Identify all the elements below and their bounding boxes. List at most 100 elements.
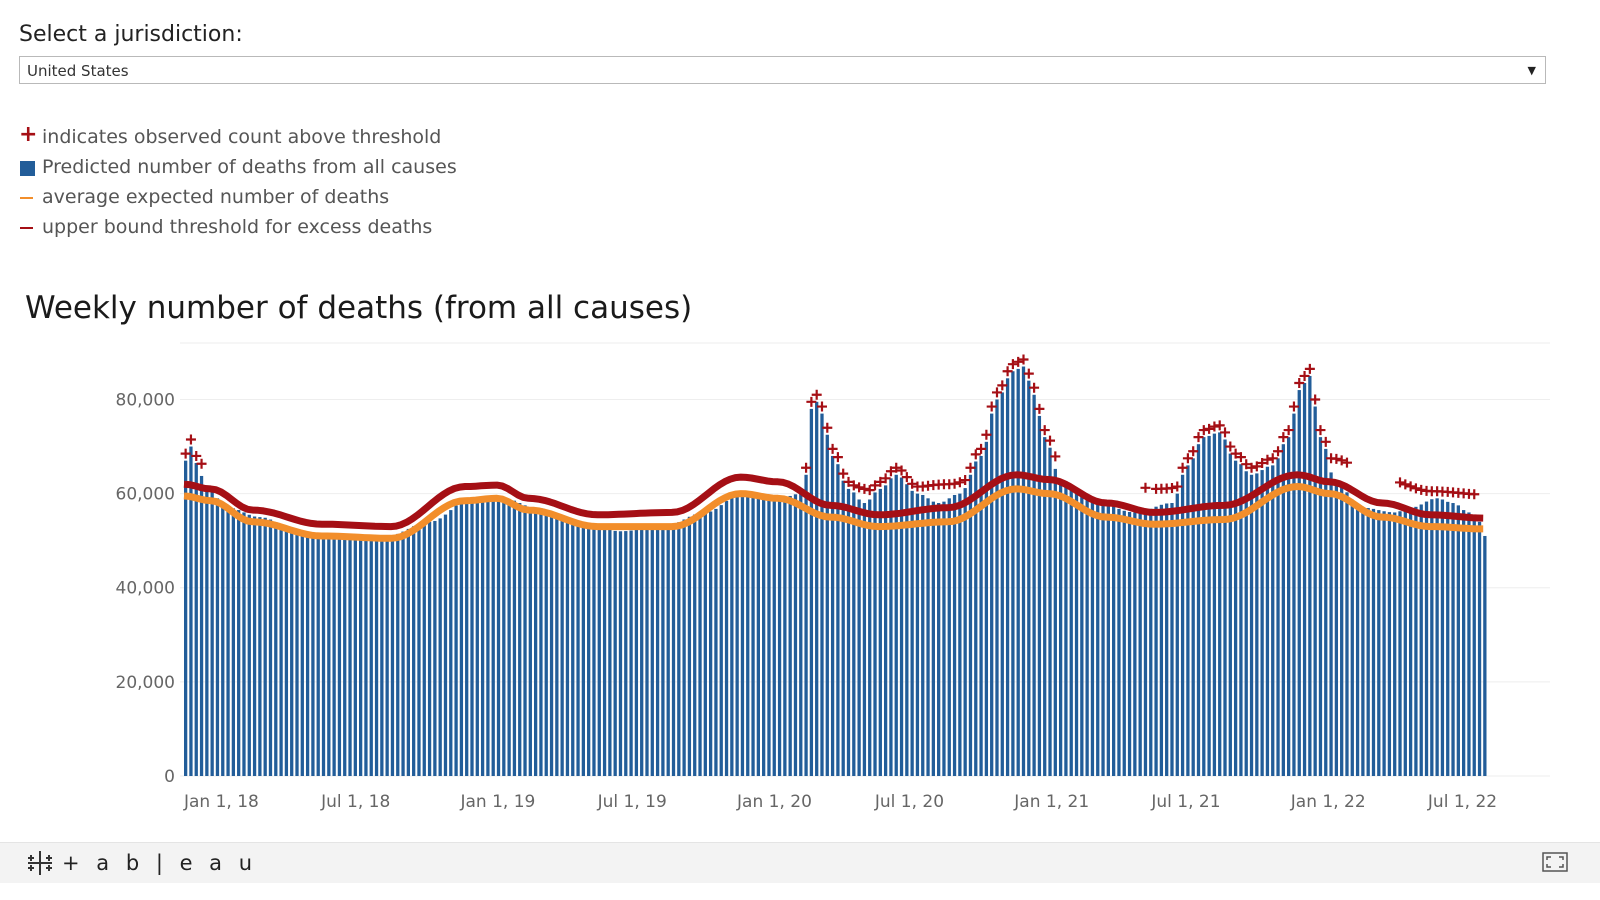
bar — [868, 499, 872, 776]
bar — [1202, 437, 1206, 776]
above-threshold-marker — [1331, 453, 1342, 464]
above-threshold-marker — [1220, 427, 1231, 438]
bar — [1027, 380, 1031, 776]
chevron-down-icon[interactable]: ▼ — [1527, 64, 1536, 77]
bar — [475, 498, 479, 776]
fullscreen-icon[interactable] — [1542, 852, 1568, 872]
bar — [290, 531, 294, 776]
bar — [1053, 468, 1057, 776]
bar — [1112, 506, 1116, 776]
x-tick-label: Jan 1, 18 — [183, 792, 259, 812]
bar — [247, 514, 251, 776]
bar — [401, 531, 405, 776]
bar — [215, 498, 220, 776]
above-threshold-marker — [1209, 421, 1220, 432]
above-threshold-marker — [901, 472, 912, 483]
bar — [809, 408, 814, 776]
bar — [1366, 508, 1370, 776]
above-threshold-marker — [1172, 481, 1183, 492]
bar — [1032, 394, 1036, 776]
bar — [502, 498, 506, 776]
bar — [894, 474, 898, 776]
bar — [507, 498, 511, 776]
bar — [1430, 499, 1434, 776]
above-threshold-marker — [896, 465, 907, 476]
above-threshold-marker — [822, 422, 833, 433]
above-threshold-marker — [1288, 401, 1299, 412]
bar — [1159, 504, 1164, 776]
bar — [1175, 493, 1179, 776]
weekly-deaths-chart: 0 20,000 40,000 60,000 80,000 Jan 1, 18 Jul 1,… — [116, 342, 1550, 812]
bar — [268, 519, 273, 776]
bar — [263, 517, 267, 776]
bar — [1334, 484, 1339, 776]
bar — [1361, 507, 1365, 776]
bar — [587, 523, 591, 776]
bar — [406, 528, 411, 776]
bar — [412, 526, 416, 776]
above-threshold-marker — [1246, 462, 1257, 473]
above-threshold-marker — [806, 396, 817, 407]
bar — [1207, 435, 1211, 776]
bar — [221, 504, 225, 776]
bar — [703, 512, 707, 776]
bar — [571, 521, 575, 776]
bar — [486, 498, 490, 776]
above-threshold-marker — [970, 449, 981, 460]
bar — [592, 524, 596, 776]
x-tick-label: Jan 1, 19 — [460, 792, 536, 812]
bar — [1472, 517, 1476, 776]
bar — [311, 533, 315, 776]
bar — [624, 531, 628, 776]
bar — [1186, 465, 1190, 776]
bar — [926, 498, 930, 776]
bar — [1477, 521, 1482, 776]
upper-threshold-line — [183, 471, 1484, 531]
bar — [873, 492, 877, 776]
bar — [1387, 512, 1392, 776]
x-tick-label: Jan 1, 22 — [1290, 792, 1366, 812]
bar — [1371, 508, 1376, 776]
above-threshold-marker — [1469, 489, 1480, 500]
bar — [327, 535, 331, 776]
bar — [385, 535, 389, 776]
bar — [237, 510, 241, 776]
above-threshold-marker — [1018, 354, 1029, 365]
bar — [942, 501, 946, 776]
jurisdiction-dropdown[interactable]: United States ▼ — [19, 56, 1546, 84]
bar — [968, 474, 973, 776]
bar — [1228, 453, 1232, 776]
bar — [666, 526, 670, 776]
bar — [661, 526, 665, 776]
bar — [194, 463, 198, 776]
tableau-wordmark: + a b | e a u — [62, 851, 258, 875]
bar — [1382, 511, 1386, 776]
bar — [640, 528, 644, 776]
bar — [454, 505, 458, 776]
bar — [231, 508, 236, 776]
bar — [560, 517, 564, 776]
above-threshold-marker — [1395, 477, 1406, 488]
bar — [799, 493, 803, 776]
bar — [719, 505, 723, 776]
bar — [1446, 501, 1450, 776]
bar — [1069, 485, 1073, 776]
above-threshold-marker — [1235, 452, 1246, 463]
bar — [1414, 506, 1418, 776]
bar — [1281, 444, 1285, 776]
bar — [1456, 505, 1460, 776]
above-threshold-marker — [1034, 403, 1045, 414]
bar — [915, 493, 920, 776]
bar — [422, 522, 426, 776]
above-threshold-marker — [838, 468, 849, 479]
bar — [995, 399, 999, 776]
bar — [1313, 406, 1317, 776]
bar — [746, 493, 750, 776]
above-threshold-marker — [1230, 448, 1241, 459]
bar — [1345, 492, 1349, 776]
bar — [252, 516, 257, 776]
above-threshold-marker — [1204, 423, 1215, 434]
tableau-logo[interactable]: + a b | e a u — [26, 848, 257, 878]
legend-label: upper bound threshold for excess deaths — [42, 216, 433, 238]
bar — [698, 512, 702, 776]
